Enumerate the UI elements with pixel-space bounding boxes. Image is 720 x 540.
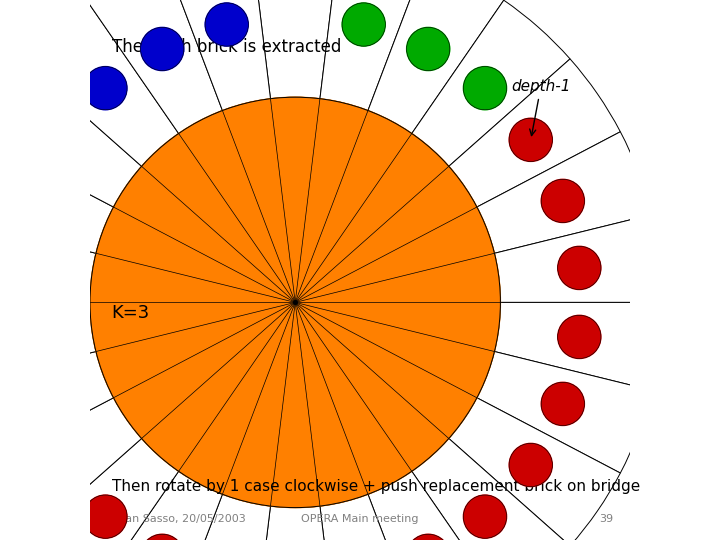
Wedge shape bbox=[251, 0, 339, 99]
Circle shape bbox=[541, 179, 585, 222]
Wedge shape bbox=[86, 471, 222, 540]
Text: The 24 th brick is extracted: The 24 th brick is extracted bbox=[112, 38, 341, 56]
Wedge shape bbox=[165, 0, 271, 111]
Wedge shape bbox=[449, 59, 621, 207]
Wedge shape bbox=[412, 0, 570, 166]
Circle shape bbox=[38, 443, 81, 487]
Wedge shape bbox=[0, 214, 96, 302]
Wedge shape bbox=[449, 398, 621, 540]
Wedge shape bbox=[320, 0, 426, 111]
Circle shape bbox=[0, 315, 32, 359]
Text: Then rotate by 1 case clockwise + push replacement brick on bridge: Then rotate by 1 case clockwise + push r… bbox=[112, 478, 640, 494]
Wedge shape bbox=[412, 438, 570, 540]
Circle shape bbox=[464, 66, 507, 110]
Wedge shape bbox=[20, 438, 179, 540]
Wedge shape bbox=[20, 0, 179, 166]
Circle shape bbox=[464, 495, 507, 538]
Circle shape bbox=[407, 28, 450, 71]
Circle shape bbox=[0, 246, 32, 289]
Circle shape bbox=[140, 28, 184, 71]
Wedge shape bbox=[0, 59, 142, 207]
Circle shape bbox=[205, 3, 248, 46]
Text: OPERA Main meeting: OPERA Main meeting bbox=[301, 514, 419, 524]
Text: K=3: K=3 bbox=[112, 304, 150, 322]
Wedge shape bbox=[0, 352, 114, 473]
Wedge shape bbox=[0, 302, 96, 390]
Circle shape bbox=[541, 382, 585, 426]
Circle shape bbox=[6, 382, 49, 426]
Circle shape bbox=[90, 97, 500, 508]
Wedge shape bbox=[368, 471, 504, 540]
Wedge shape bbox=[477, 352, 652, 473]
Circle shape bbox=[140, 534, 184, 540]
Wedge shape bbox=[495, 214, 662, 302]
Wedge shape bbox=[368, 0, 504, 133]
Circle shape bbox=[407, 534, 450, 540]
Circle shape bbox=[558, 246, 601, 289]
Circle shape bbox=[509, 118, 552, 161]
Wedge shape bbox=[165, 494, 271, 540]
Text: Gran Sasso, 20/05/2003: Gran Sasso, 20/05/2003 bbox=[112, 514, 246, 524]
Wedge shape bbox=[477, 132, 652, 253]
Circle shape bbox=[509, 443, 552, 487]
Circle shape bbox=[558, 315, 601, 359]
Text: depth-1: depth-1 bbox=[511, 79, 571, 136]
Circle shape bbox=[38, 118, 81, 161]
Wedge shape bbox=[0, 132, 114, 253]
Circle shape bbox=[84, 66, 127, 110]
Circle shape bbox=[84, 495, 127, 538]
Wedge shape bbox=[0, 398, 142, 540]
Text: 39: 39 bbox=[600, 514, 613, 524]
Wedge shape bbox=[251, 506, 339, 540]
Wedge shape bbox=[86, 0, 222, 133]
Circle shape bbox=[6, 179, 49, 222]
Wedge shape bbox=[495, 302, 662, 390]
Wedge shape bbox=[320, 494, 426, 540]
Circle shape bbox=[342, 3, 385, 46]
